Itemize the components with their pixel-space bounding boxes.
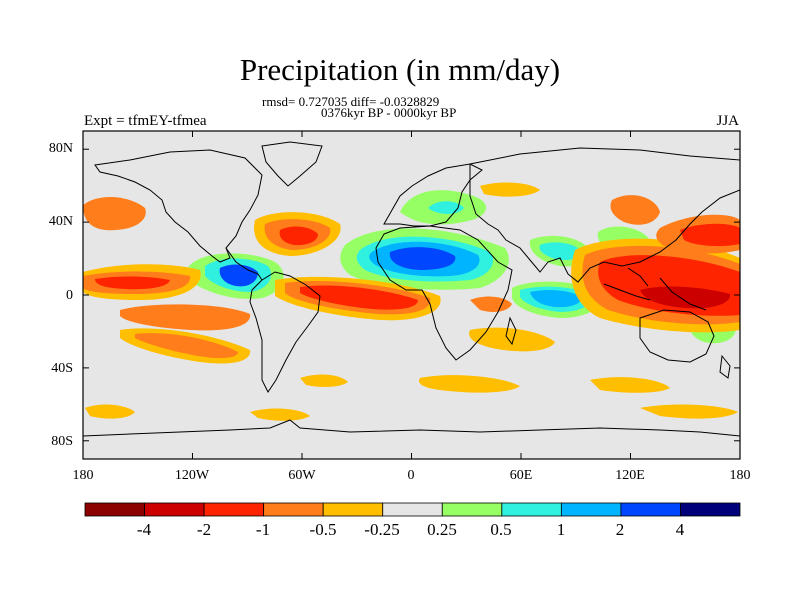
colorbar-label: -4 xyxy=(136,520,152,539)
coastline-central-america xyxy=(225,247,263,281)
colorbar-swatch xyxy=(322,502,384,517)
anomaly-patch-siberia-yellow xyxy=(480,182,540,197)
anomaly-patch-north-atlantic-red xyxy=(279,226,318,246)
anomaly-patch-western-pacific-darkred xyxy=(640,286,731,309)
coastline-north-america xyxy=(94,149,263,263)
lon-tick-label: 180 xyxy=(72,468,94,483)
colorbar-swatch xyxy=(382,502,443,517)
period-line: 0376kyr BP - 0000kyr BP xyxy=(321,105,457,120)
colorbar-label: 4 xyxy=(675,520,685,539)
coastline-australia xyxy=(639,309,715,363)
colorbar-label: -1 xyxy=(255,520,271,539)
lon-tick-label: 120E xyxy=(615,468,645,483)
plot-title: Precipitation (in mm/day) xyxy=(239,52,561,87)
anomaly-patch-indian-ocean-blue xyxy=(530,289,582,308)
coastline-southeast-asia-islands xyxy=(603,267,707,311)
anomaly-patch-south-pacific-band-orange xyxy=(135,333,238,359)
coastline-south-america xyxy=(249,271,321,393)
coastline-new-zealand xyxy=(719,354,731,379)
colorbar-swatch xyxy=(560,502,622,517)
lat-tick-label: 80N xyxy=(48,141,73,156)
colorbar-swatch xyxy=(84,502,145,517)
anomaly-patch-southern-ocean-yellow-1 xyxy=(85,404,135,419)
colorbar-label: 0.5 xyxy=(490,520,512,539)
coastline-africa xyxy=(375,225,513,361)
lat-tick-label: 80S xyxy=(51,434,73,449)
anomaly-patch-antarctic-yellow xyxy=(250,408,310,421)
anomaly-patch-east-asia-orange xyxy=(610,195,660,225)
colorbar-label: 2 xyxy=(615,520,625,539)
precipitation-field xyxy=(83,131,740,459)
anomaly-patch-southern-ocean-yellow-5 xyxy=(300,374,348,387)
colorbar-label: 1 xyxy=(556,520,566,539)
anomaly-patch-pacific-itcz-red xyxy=(95,276,170,290)
anomaly-patch-southern-ocean-yellow-3 xyxy=(590,377,670,393)
experiment-label: Expt = tfmEY-tfmea xyxy=(84,113,207,129)
lon-tick-label: 180 xyxy=(729,468,751,483)
colorbar-swatch xyxy=(620,502,681,517)
lon-tick-label: 60W xyxy=(288,468,316,483)
anomaly-patch-africa-blue xyxy=(389,247,456,270)
colorbar-swatch xyxy=(263,502,324,517)
colorbar-swatch xyxy=(680,502,741,517)
anomaly-patch-africa-west-orange xyxy=(470,296,512,312)
axis-ticks xyxy=(82,131,741,459)
colorbar-swatch xyxy=(501,502,562,517)
anomaly-patch-southern-ocean-yellow-2 xyxy=(418,375,520,393)
lat-tick-label: 40S xyxy=(51,361,73,376)
coastline-madagascar xyxy=(505,316,517,346)
colorbar-swatch xyxy=(203,502,265,517)
colorbar xyxy=(84,502,741,517)
anomaly-patch-north-west-pacific-red xyxy=(680,223,740,247)
colorbar-label: -0.5 xyxy=(309,520,337,539)
coastline-greenland xyxy=(261,141,323,187)
lon-tick-label: 60E xyxy=(509,468,533,483)
anomaly-patch-south-indian-yellow xyxy=(469,327,555,352)
anomaly-patch-north-pacific-orange xyxy=(83,196,146,231)
colorbar-swatch xyxy=(144,502,205,517)
coastline-antarctica xyxy=(83,419,740,437)
anomaly-patch-tropical-pacific-orange xyxy=(120,304,251,331)
lat-tick-label: 40N xyxy=(48,214,73,229)
anomaly-patch-india-cyan xyxy=(539,242,582,260)
coastline-asia xyxy=(469,147,740,283)
colorbar-swatch xyxy=(441,502,503,517)
colorbar-label: -0.25 xyxy=(364,520,400,539)
colorbar-label: -2 xyxy=(196,520,212,539)
lon-tick-label: 0 xyxy=(407,468,415,483)
anomaly-patch-southern-ocean-yellow-4 xyxy=(640,404,738,419)
anomaly-patch-atlantic-itcz-red xyxy=(300,285,418,310)
season-label: JJA xyxy=(716,113,739,129)
lon-tick-label: 120W xyxy=(174,468,210,483)
lat-tick-label: 0 xyxy=(66,288,73,303)
colorbar-label: 0.25 xyxy=(427,520,457,539)
coastlines xyxy=(83,141,740,437)
coastline-europe xyxy=(383,163,483,227)
stats-line: rmsd= 0.727035 diff= -0.0328829 xyxy=(262,94,440,109)
